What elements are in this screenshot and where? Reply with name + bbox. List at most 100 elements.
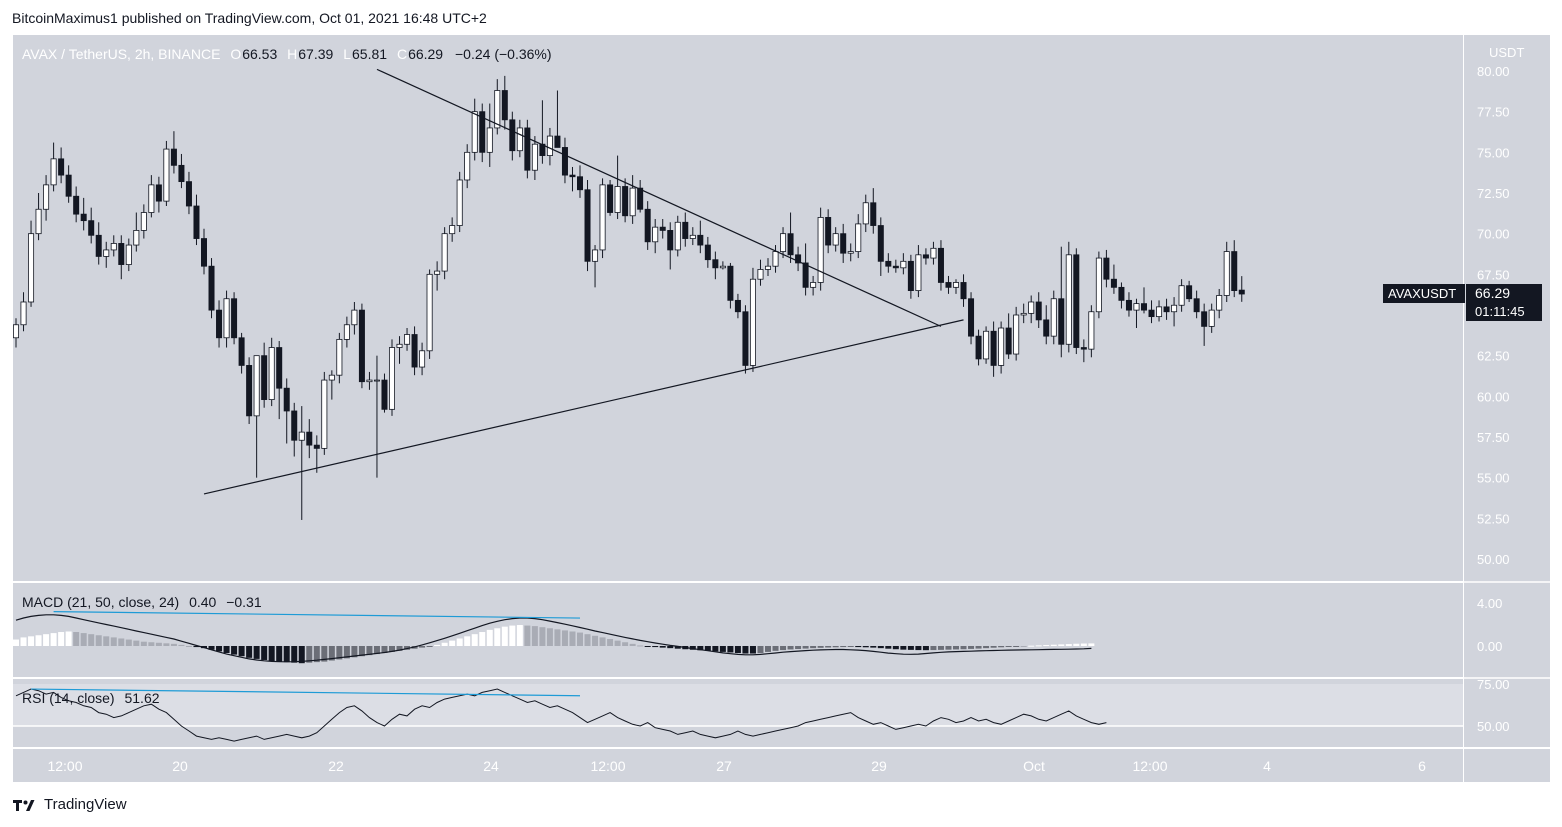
macd-histogram-bar: [900, 646, 907, 650]
macd-histogram-bar: [1050, 644, 1057, 646]
macd-histogram-bar: [810, 646, 817, 649]
macd-histogram-bar: [246, 646, 253, 658]
macd-histogram-bar: [577, 632, 583, 646]
candle: [1178, 285, 1185, 306]
macd-histogram-bar: [223, 646, 230, 653]
candle: [396, 343, 403, 348]
candle: [975, 335, 982, 360]
macd-histogram-bar: [531, 626, 538, 646]
price-axis-tick: 72.50: [1477, 186, 1510, 201]
macd-histogram-bar: [644, 646, 651, 647]
macd-histogram-bar: [253, 646, 260, 659]
candle: [704, 244, 711, 261]
candle: [584, 189, 591, 262]
candle: [163, 148, 170, 202]
legend-close-label: C: [397, 46, 407, 62]
macd-value-2: −0.31: [226, 594, 262, 610]
candle: [306, 431, 313, 446]
candle: [546, 135, 553, 156]
macd-histogram-bar: [1005, 646, 1012, 647]
macd-histogram-bar: [1080, 643, 1087, 646]
macd-histogram-bar: [148, 642, 155, 646]
candle: [900, 260, 907, 269]
macd-histogram-bar: [772, 646, 779, 651]
trendline-support[interactable]: [203, 319, 964, 495]
candle: [937, 247, 944, 283]
macd-line: [15, 614, 1092, 663]
price-tag-value-bg: [1466, 284, 1542, 321]
candle: [1186, 285, 1193, 300]
candle: [261, 355, 268, 400]
macd-histogram-bar: [35, 635, 42, 646]
candle: [1005, 327, 1012, 355]
rsi-legend[interactable]: RSI (14, close) 51.62: [22, 690, 160, 706]
candle: [193, 205, 200, 239]
candle: [607, 184, 614, 213]
candle: [456, 179, 463, 226]
macd-histogram-bar: [73, 632, 80, 646]
candle: [381, 379, 388, 410]
macd-histogram-bar: [915, 646, 922, 651]
macd-histogram-bar: [313, 646, 320, 663]
candle: [43, 184, 50, 210]
candle: [1065, 254, 1072, 345]
macd-histogram-bar: [479, 632, 486, 646]
macd-histogram-bar: [607, 639, 614, 646]
macd-axis-tick: 0.00: [1477, 639, 1502, 654]
rsi-divergence-line[interactable]: [31, 688, 581, 697]
candle: [50, 158, 57, 186]
trendline-resistance[interactable]: [376, 68, 942, 327]
macd-histogram-bar: [343, 646, 350, 659]
candle: [1141, 303, 1148, 311]
candle: [1133, 303, 1140, 311]
candle: [1216, 295, 1223, 311]
price-tag: AVAXUSDT 66.29 01:11:45: [1383, 284, 1542, 321]
candle: [667, 230, 674, 251]
macd-histogram-bar: [885, 646, 892, 649]
time-axis-label: 6: [1418, 758, 1426, 774]
macd-histogram-bar: [494, 628, 501, 646]
candle: [1020, 312, 1027, 316]
candle: [855, 223, 862, 252]
macd-value-1: 0.40: [189, 594, 216, 610]
legend-high: 67.39: [298, 46, 333, 62]
macd-histogram-bar: [592, 635, 599, 646]
candle: [328, 374, 335, 381]
candle: [479, 111, 486, 153]
macd-histogram-bar: [765, 646, 771, 652]
macd-histogram-bar: [953, 646, 959, 650]
candle: [291, 410, 298, 441]
candle: [1028, 301, 1035, 314]
macd-pane: [13, 611, 1095, 664]
macd-histogram-bar: [907, 646, 914, 650]
macd-histogram-bar: [922, 646, 929, 651]
macd-histogram-bar: [1028, 645, 1035, 647]
candle: [1080, 347, 1087, 350]
candle: [810, 282, 817, 288]
candle: [877, 225, 884, 262]
candle: [689, 234, 696, 239]
candle: [682, 221, 689, 239]
candle: [592, 249, 599, 262]
macd-histogram-bar: [170, 643, 177, 646]
candle: [200, 238, 207, 267]
macd-legend[interactable]: MACD (21, 50, close, 24) 0.40 −0.31: [22, 594, 262, 610]
candle: [20, 301, 27, 326]
macd-histogram-bar: [825, 646, 832, 648]
macd-histogram-bar: [998, 646, 1005, 648]
macd-histogram-bar: [584, 634, 591, 646]
candle: [832, 233, 839, 246]
macd-histogram-bar: [990, 646, 997, 648]
candle: [419, 350, 426, 368]
candle: [1043, 319, 1050, 337]
chart-legend[interactable]: AVAX / TetherUS, 2h, BINANCE O66.53 H67.…: [22, 46, 552, 62]
macd-divergence-line[interactable]: [53, 611, 581, 619]
macd-histogram-bar: [133, 640, 140, 646]
candle: [802, 262, 809, 288]
candle: [486, 127, 493, 153]
macd-histogram-bar: [103, 636, 110, 646]
candle: [719, 265, 726, 269]
candle: [73, 195, 80, 215]
candle: [953, 282, 960, 288]
